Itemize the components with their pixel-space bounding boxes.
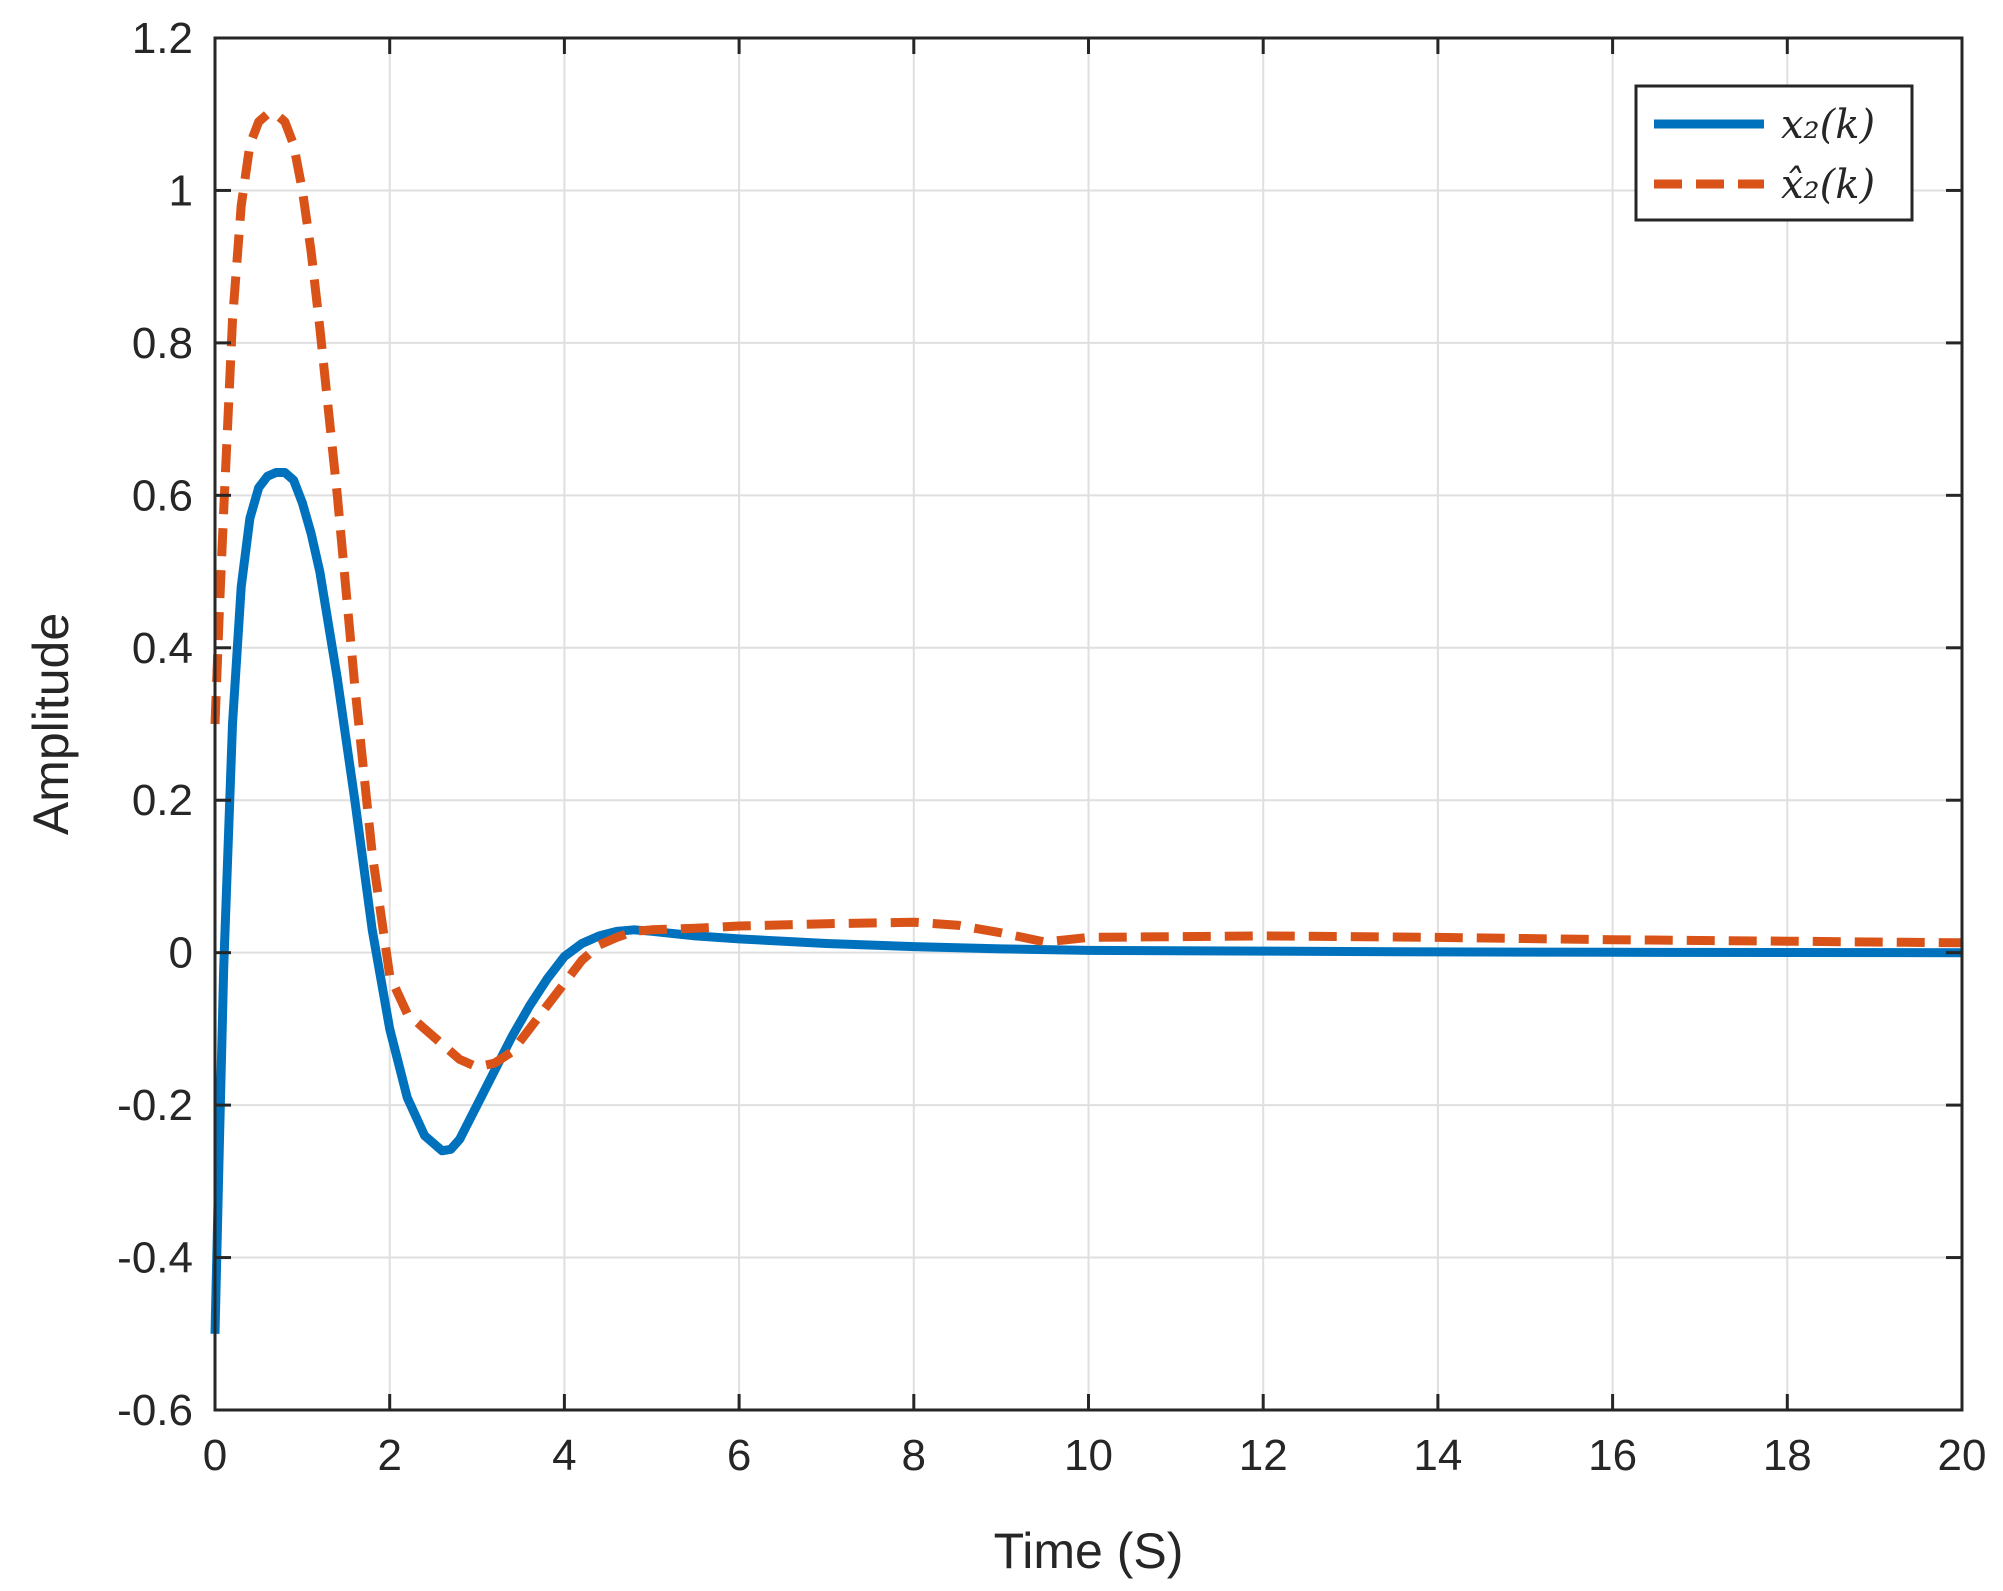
y-tick-label: 1.2	[132, 14, 193, 63]
x-tick-label: 16	[1588, 1431, 1637, 1480]
y-tick-label: -0.2	[117, 1081, 193, 1130]
y-tick-labels: -0.6 -0.4 -0.2 0 0.2 0.4 0.6 0.8 1 1.2	[117, 14, 193, 1435]
x-tick-label: 4	[552, 1431, 576, 1480]
x-tick-label: 6	[727, 1431, 751, 1480]
y-tick-label: 0.4	[132, 624, 193, 673]
y-tick-label: 0.6	[132, 471, 193, 520]
legend-box	[1634, 84, 1914, 222]
x-tick-label: 10	[1064, 1431, 1113, 1480]
x-tick-label: 18	[1763, 1431, 1812, 1480]
x-tick-labels: 0 2 4 6 8 10 12 14 16 18 20	[203, 1431, 1987, 1480]
ticks	[213, 36, 1964, 1412]
series-line-0	[210, 468, 1963, 1334]
series-line-1	[210, 109, 1963, 1072]
legend-label-x2: x₂(k)	[1781, 102, 1875, 148]
legend-label-x2-hat: x̂₂(k)	[1781, 162, 1875, 208]
y-tick-label: 0	[169, 929, 193, 978]
y-tick-label: -0.4	[117, 1234, 193, 1283]
y-axis-label: Amplitude	[23, 613, 79, 835]
x-axis-label: Time (S)	[994, 1523, 1184, 1579]
y-tick-label: 0.8	[132, 319, 193, 368]
y-tick-label: 1	[169, 166, 193, 215]
x-tick-label: 14	[1413, 1431, 1462, 1480]
x-tick-label: 2	[377, 1431, 401, 1480]
x-tick-label: 8	[902, 1431, 926, 1480]
x-tick-label: 20	[1938, 1431, 1987, 1480]
y-tick-label: 0.2	[132, 776, 193, 825]
series-layer	[210, 109, 1963, 1334]
y-tick-label: -0.6	[117, 1386, 193, 1435]
x-tick-label: 12	[1239, 1431, 1288, 1480]
x-tick-label: 0	[203, 1431, 227, 1480]
legend: x₂(k) x̂₂(k)	[1634, 84, 1914, 222]
